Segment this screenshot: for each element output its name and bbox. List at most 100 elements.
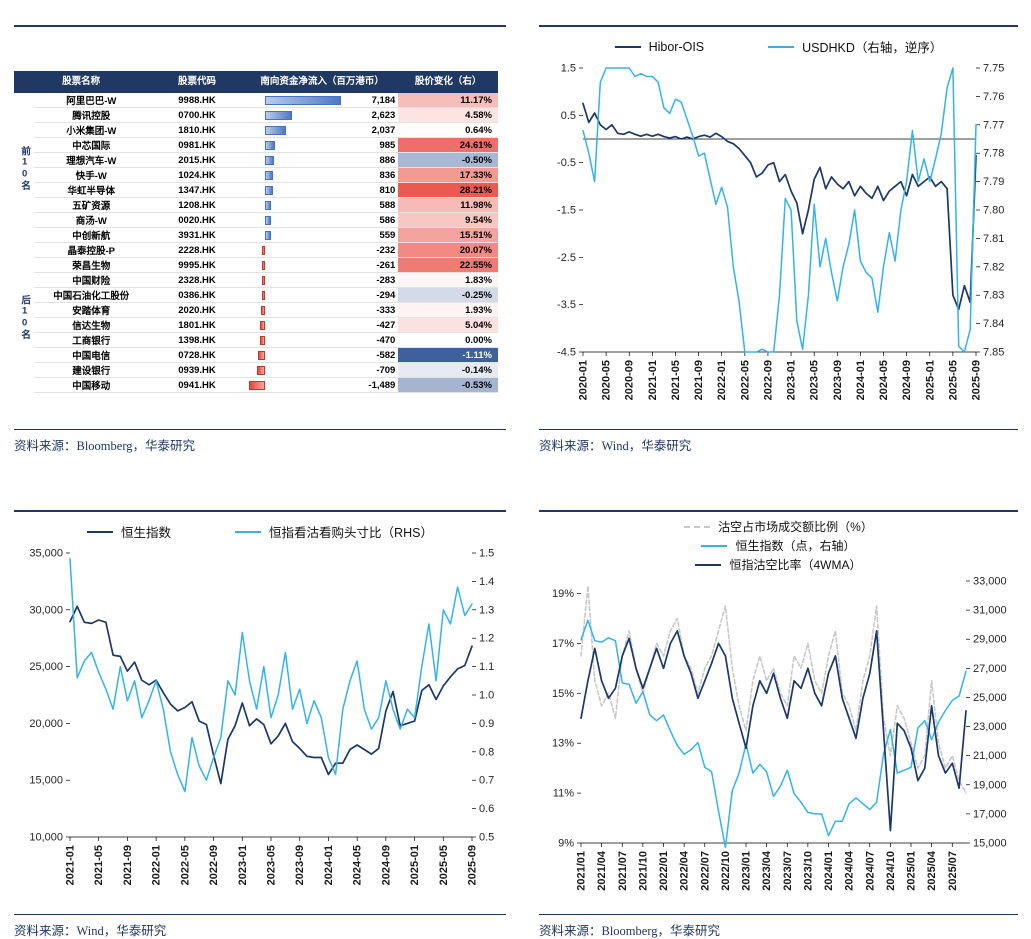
svg-text:2022/04: 2022/04: [679, 850, 691, 891]
svg-text:7.80: 7.80: [983, 205, 1004, 217]
inflow-value: -582: [376, 349, 396, 361]
inflow-bar: [264, 170, 274, 180]
svg-text:0.5: 0.5: [479, 832, 494, 844]
legend-item: 恒指沽空比率（4WMA）: [695, 556, 862, 573]
table-row: 建设银行 0939.HK -709 -0.14%: [14, 362, 498, 379]
net-inflow-cell: 2,037: [245, 122, 399, 139]
svg-text:2024-01: 2024-01: [323, 845, 335, 885]
net-inflow-cell: -1,489: [245, 377, 399, 394]
legend-item: USDHKD（右轴，逆序）: [768, 37, 942, 56]
svg-text:15,000: 15,000: [973, 838, 1007, 850]
inflow-bar-zone: [249, 185, 341, 195]
svg-text:9%: 9%: [558, 838, 574, 850]
inflow-value: -470: [376, 334, 396, 346]
svg-text:29,000: 29,000: [973, 634, 1007, 646]
hsi-putcall-chart: 35,000 30,000 25,000 20,000 15,000 10,000 1.5 1…: [29, 548, 494, 886]
net-inflow-cell: 836: [245, 167, 399, 184]
svg-text:7.75: 7.75: [983, 63, 1004, 75]
svg-text:2021-09: 2021-09: [122, 845, 134, 885]
stock-name-cell: 小米集团-W: [34, 122, 149, 139]
short-selling-panel: 沽空占市场成交额比例（%） 恒生指数（点，右轴） 恒指沽空比率（4WMA） 19% 1…: [539, 510, 1018, 915]
svg-text:7.76: 7.76: [983, 91, 1004, 103]
svg-text:2024/04: 2024/04: [844, 850, 856, 891]
inflow-bar: [264, 230, 271, 240]
svg-text:2022/07: 2022/07: [699, 851, 711, 891]
svg-text:2021/07: 2021/07: [617, 851, 629, 891]
inflow-value: 985: [379, 139, 396, 151]
svg-text:2023-09: 2023-09: [294, 845, 306, 885]
price-change-cell: 15.51%: [398, 227, 498, 244]
short-selling-legend: 沽空占市场成交额比例（%） 恒生指数（点，右轴） 恒指沽空比率（4WMA）: [539, 512, 1018, 573]
svg-text:25,000: 25,000: [29, 661, 63, 673]
header-stock-code: 股票代码: [148, 71, 246, 94]
inflow-bar: [264, 185, 274, 195]
inflow-value: -709: [376, 364, 396, 376]
svg-text:2023-05: 2023-05: [809, 360, 821, 400]
stock-name-cell: 晶泰控股-P: [34, 242, 149, 259]
svg-text:-4.5: -4.5: [557, 347, 576, 359]
table-row: 快手-W 1024.HK 836 17.33%: [14, 167, 498, 184]
svg-text:7.82: 7.82: [983, 261, 1004, 273]
stock-code-cell: 2020.HK: [148, 302, 246, 319]
legend-line-swatch: [235, 530, 262, 533]
svg-text:2025-05: 2025-05: [947, 360, 959, 400]
legend-item: 恒指看沽看购头寸比（RHS）: [235, 522, 433, 541]
price-change-cell: 9.54%: [398, 212, 498, 229]
stock-code-cell: 0020.HK: [148, 212, 246, 229]
inflow-bar: [258, 350, 265, 360]
inflow-value: -232: [376, 244, 396, 256]
short-selling-chart: 19% 17% 15% 13% 11% 9% 33,000 31,000 29,000 27,00…: [552, 576, 1007, 891]
inflow-value: 810: [379, 184, 396, 196]
legend-item: Hibor-OIS: [614, 39, 705, 54]
svg-text:2021/01: 2021/01: [576, 851, 588, 891]
inflow-bar: [261, 305, 265, 315]
svg-text:2025-09: 2025-09: [971, 360, 983, 400]
svg-text:-1.5: -1.5: [557, 205, 576, 217]
svg-text:15%: 15%: [552, 688, 574, 700]
svg-text:10,000: 10,000: [29, 832, 63, 844]
svg-text:1.0: 1.0: [479, 690, 494, 702]
source-note: 资料来源：Wind，华泰研究: [539, 439, 692, 453]
series-恒指看沽看购头寸比: [69, 557, 473, 793]
header-net-inflow: 南向资金净流入（百万港币）: [245, 71, 399, 94]
svg-text:1.4: 1.4: [479, 576, 494, 588]
stock-name-cell: 华虹半导体: [34, 182, 149, 199]
legend-label: USDHKD（右轴，逆序）: [802, 41, 943, 55]
row-group-label: 前10名: [19, 145, 31, 191]
inflow-bar: [262, 245, 265, 255]
stock-code-cell: 0386.HK: [148, 287, 246, 304]
table-row: 华虹半导体 1347.HK 810 28.21%: [14, 182, 498, 199]
svg-text:2021-05: 2021-05: [670, 360, 682, 400]
svg-text:2025/07: 2025/07: [947, 851, 959, 891]
stock-code-cell: 0939.HK: [148, 362, 246, 379]
svg-text:2023-09: 2023-09: [832, 360, 844, 400]
stock-name-cell: 工商银行: [34, 332, 149, 349]
stock-code-cell: 1208.HK: [148, 197, 246, 214]
net-inflow-cell: 586: [245, 212, 399, 229]
hsi-putcall-legend: 恒生指数 恒指看沽看购头寸比（RHS）: [14, 512, 506, 543]
net-inflow-cell: -709: [245, 362, 399, 379]
price-change-cell: 0.64%: [398, 122, 498, 139]
inflow-value: -1,489: [368, 379, 396, 391]
stock-code-cell: 2015.HK: [148, 152, 246, 169]
series-Hibor-OIS: [582, 102, 977, 311]
svg-text:0.7: 0.7: [479, 775, 494, 787]
hibor-usdhkd-chart: 1.5 0.5 -0.5 -1.5 -2.5 -3.5 -4.5 7.75 7.76 7.77 7.…: [557, 63, 1004, 401]
legend-label: Hibor-OIS: [648, 39, 705, 54]
svg-text:2023/04: 2023/04: [761, 850, 773, 891]
legend-label: 沽空占市场成交额比例（%）: [718, 520, 873, 534]
svg-text:2024-09: 2024-09: [380, 845, 392, 885]
table-row: 后10名 晶泰控股-P 2228.HK -232 20.07%: [14, 242, 498, 340]
row-group-label: 后10名: [19, 295, 31, 341]
net-inflow-cell: 588: [245, 197, 399, 214]
stock-name-cell: 建设银行: [34, 362, 149, 379]
svg-text:2022-09: 2022-09: [762, 360, 774, 400]
svg-text:1.1: 1.1: [479, 661, 494, 673]
price-change-cell: -0.50%: [398, 152, 498, 169]
source-note: 资料来源：Wind，华泰研究: [14, 924, 167, 938]
inflow-bar: [264, 95, 341, 105]
stock-code-cell: 9988.HK: [148, 93, 246, 109]
table-row: 中国电信 0728.HK -582 -1.11%: [14, 347, 498, 364]
source-note: 资料来源：Bloomberg，华泰研究: [539, 924, 721, 938]
